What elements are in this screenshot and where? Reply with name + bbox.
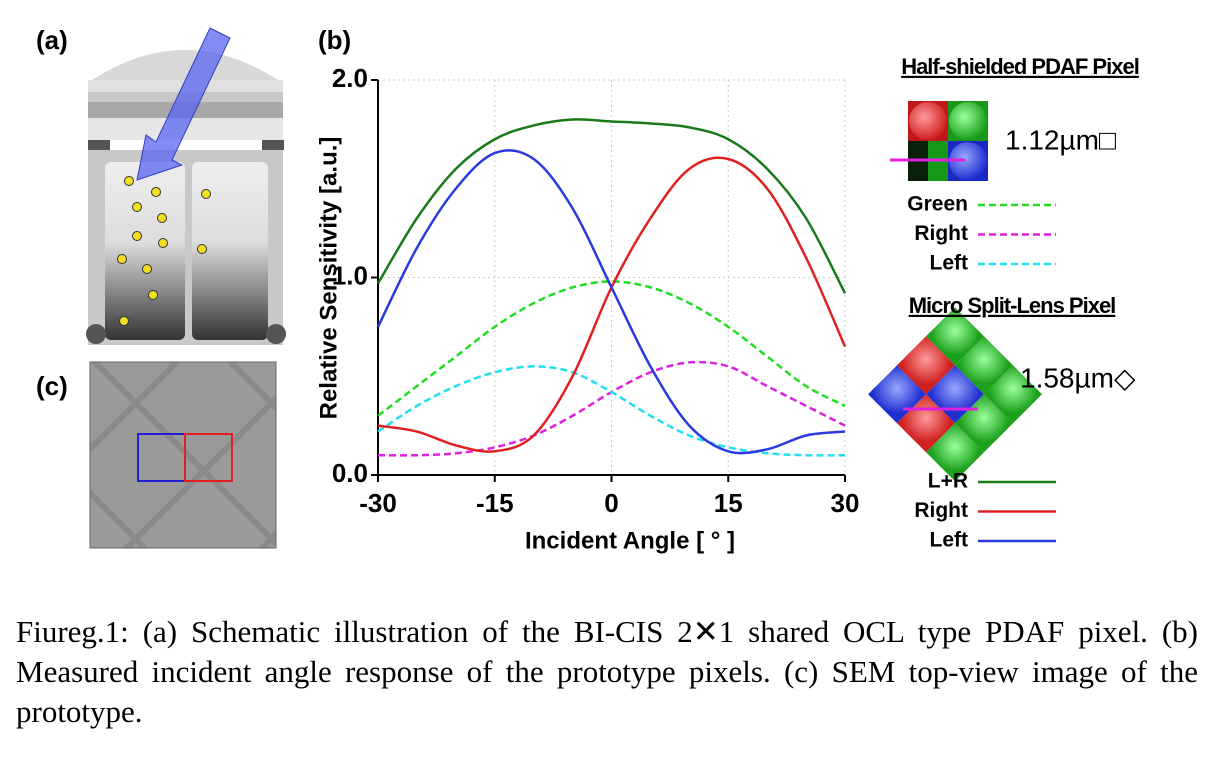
panel-label: (b)	[318, 25, 351, 55]
pixel-size-label: 1.12µm□	[1005, 124, 1116, 155]
split-lens-pixel-icon	[868, 307, 1042, 482]
legend-label: Right	[914, 222, 968, 245]
x-tick-label: 15	[714, 488, 743, 518]
half-shield-pixel-icon	[890, 101, 988, 181]
series-line	[376, 149, 846, 455]
figure: (a) (b) (c)	[36, 25, 1140, 554]
x-tick-label: -30	[359, 488, 397, 518]
legend-label: Green	[907, 193, 968, 216]
pixel-size-label: 1.58µm◇	[1020, 362, 1136, 393]
x-tick-label: 0	[604, 488, 618, 518]
pixel-schematic	[86, 27, 286, 345]
legend-label: Right	[914, 499, 968, 522]
x-tick-label: -15	[476, 488, 514, 518]
sem-image	[89, 361, 277, 549]
legend-label: Left	[930, 252, 969, 275]
legend-title: Micro Split-Lens Pixel	[909, 293, 1116, 318]
legend-label: Left	[930, 529, 969, 552]
y-tick-label: 1.0	[332, 260, 368, 290]
y-tick-label: 0.0	[332, 458, 368, 488]
caption: Fiureg.1: (a) Schematic illustration of …	[16, 614, 1198, 729]
x-tick-label: 30	[831, 488, 860, 518]
y-axis-label: Relative Sensitivity [a.u.]	[315, 137, 342, 420]
x-axis-label: Incident Angle [ ° ]	[525, 527, 735, 554]
series-line	[376, 118, 847, 294]
panel-label: (c)	[36, 371, 68, 401]
legend-label: L+R	[928, 470, 968, 493]
y-tick-label: 2.0	[332, 63, 368, 93]
series-line	[377, 365, 846, 457]
legend-title: Half-shielded PDAF Pixel	[901, 54, 1139, 79]
panel-label: (a)	[36, 25, 68, 55]
